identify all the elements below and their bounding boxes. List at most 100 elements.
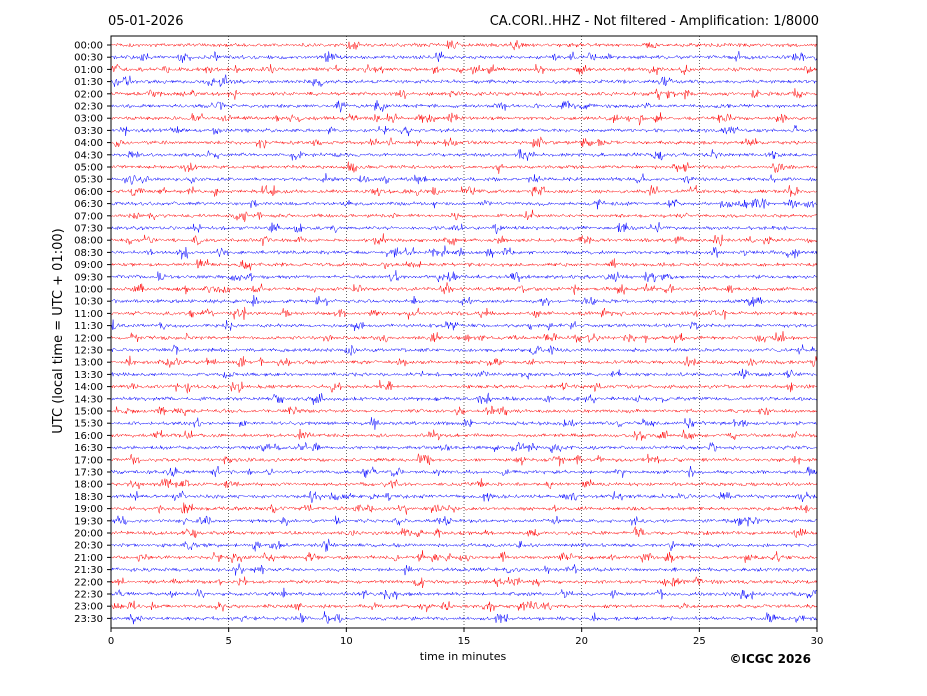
y-tick-label: 18:00 [74,480,103,491]
y-tick-label: 22:00 [74,577,103,588]
trace-row [110,392,817,405]
trace-row [110,222,817,235]
trace-row [110,149,817,161]
y-tick-label: 19:00 [74,504,103,515]
trace-row [110,478,817,490]
trace-row [110,173,817,185]
copyright-text: ©ICGC 2026 [729,652,811,666]
y-tick-label: 05:00 [74,163,103,174]
y-tick-label: 07:30 [74,224,103,235]
y-tick-label: 14:00 [74,382,103,393]
y-tick-label: 23:00 [74,602,103,613]
trace-row [110,611,817,625]
trace-row [110,185,817,197]
trace-row [110,563,817,576]
y-tick-label: 02:00 [74,89,103,100]
trace-row [110,515,817,527]
x-tick-label: 15 [458,636,471,647]
trace-row [110,125,817,137]
y-tick-label: 03:30 [74,126,103,137]
trace-row [110,74,817,87]
y-tick-label: 12:30 [74,346,103,357]
trace-row [110,331,817,344]
trace-row [110,355,817,368]
y-tick-label: 06:30 [74,199,103,210]
trace-row [110,538,817,552]
y-tick-label: 13:00 [74,358,103,369]
trace-row [110,429,817,441]
trace-row [110,233,817,248]
y-tick-label: 21:30 [74,565,103,576]
y-tick-label: 18:30 [74,492,103,503]
y-tick-label: 22:30 [74,590,103,601]
chart-date: 05-01-2026 [108,14,184,29]
trace-row [110,100,817,113]
trace-row [110,112,817,126]
y-tick-label: 16:00 [74,431,103,442]
y-tick-label: 15:00 [74,407,103,418]
trace-row [110,453,817,467]
y-tick-label: 10:30 [74,297,103,308]
trace-row [110,441,817,453]
trace-row [110,258,817,271]
trace-row [110,417,817,430]
x-tick-label: 30 [811,636,824,647]
y-tick-label: 08:30 [74,248,103,259]
y-tick-label: 11:30 [74,321,103,332]
trace-row [110,209,817,223]
x-tick-label: 5 [225,636,231,647]
x-tick-label: 10 [340,636,353,647]
trace-row [110,319,817,332]
trace-row [110,198,817,210]
y-tick-label: 05:30 [74,175,103,186]
trace-row [110,245,817,260]
x-axis-ticks: 0 5 10 15 20 25 30 [108,628,824,647]
seismic-traces [110,40,817,625]
trace-row [110,161,817,174]
trace-row [110,368,817,380]
trace-row [110,587,817,600]
y-tick-label: 19:30 [74,516,103,527]
trace-row [110,465,817,478]
y-tick-label: 16:30 [74,443,103,454]
trace-row [110,344,817,356]
chart-title: CA.CORI..HHZ - Not filtered - Amplificat… [490,14,819,29]
x-tick-label: 0 [108,636,114,647]
y-tick-label: 12:00 [74,333,103,344]
y-tick-label: 08:00 [74,236,103,247]
trace-row [110,550,817,563]
y-tick-label: 04:00 [74,138,103,149]
trace-row [110,282,817,295]
y-tick-label: 20:00 [74,529,103,540]
y-tick-label: 20:30 [74,541,103,552]
y-tick-label: 10:00 [74,285,103,296]
y-tick-label: 15:30 [74,419,103,430]
y-tick-label: 17:00 [74,455,103,466]
trace-row [110,136,817,149]
trace-row [110,306,817,320]
y-tick-label: 13:30 [74,370,103,381]
trace-row [110,502,817,515]
y-tick-label: 02:30 [74,102,103,113]
trace-row [110,379,817,394]
y-tick-label: 01:00 [74,65,103,76]
plot-frame [110,35,818,629]
y-tick-label: 21:00 [74,553,103,564]
trace-row [110,40,817,51]
y-tick-label: 00:30 [74,53,103,64]
y-tick-label: 07:00 [74,211,103,222]
trace-row [110,600,817,613]
trace-row [110,51,817,63]
x-tick-label: 20 [575,636,588,647]
trace-row [110,576,817,588]
trace-row [110,88,817,100]
y-tick-label: 06:00 [74,187,103,198]
trace-row [110,489,817,503]
y-tick-label: 14:30 [74,394,103,405]
y-tick-label: 03:00 [74,114,103,125]
y-tick-label: 09:30 [74,272,103,283]
trace-row [110,295,817,307]
y-tick-label: 23:30 [74,614,103,625]
